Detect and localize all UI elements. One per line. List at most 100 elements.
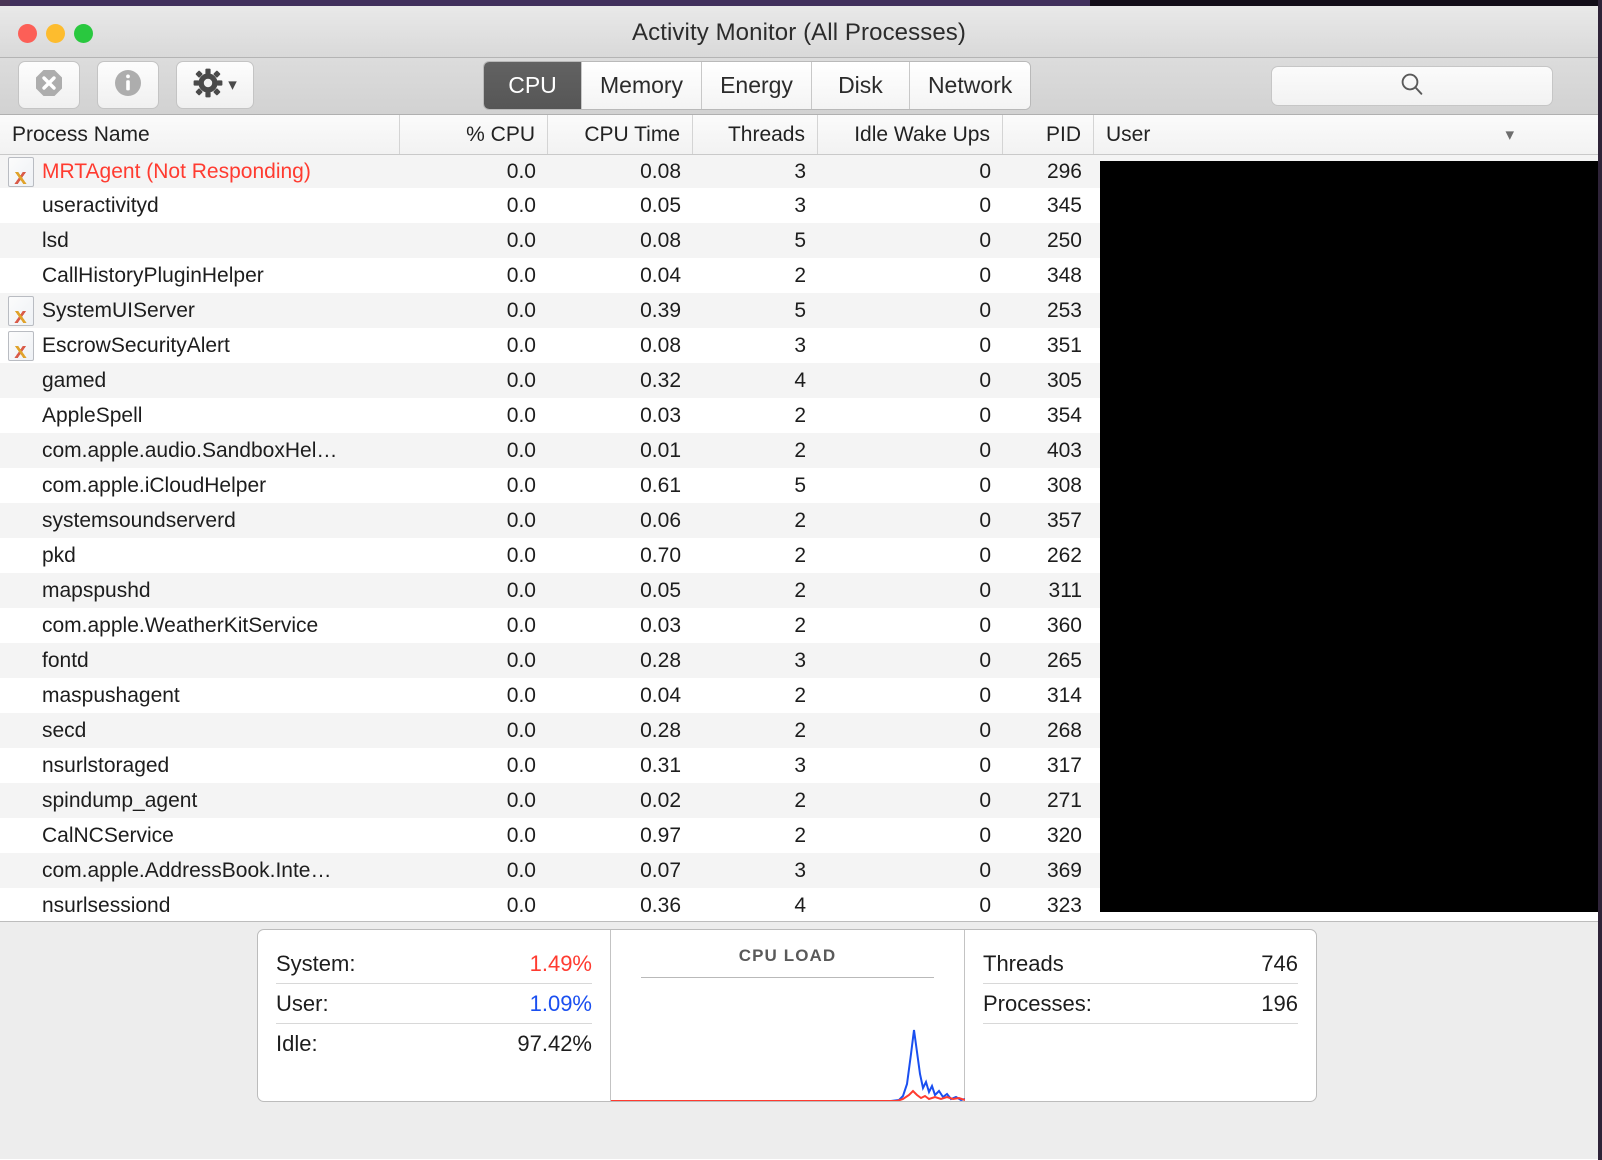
cell-cpu-percent: 0.0: [506, 613, 536, 637]
cell-threads: 5: [794, 298, 806, 322]
cell-pid: 323: [1046, 893, 1082, 917]
user-column-redaction-overlay: [1100, 161, 1598, 912]
cell-cpu-percent: 0.0: [506, 228, 536, 252]
thread-process-count-panel: Threads 746 Processes: 196: [964, 930, 1316, 1101]
cell-cpu-percent: 0.0: [506, 193, 536, 217]
column-cpu-percent[interactable]: % CPU: [400, 115, 548, 154]
cell-cpu-time: 0.01: [640, 438, 681, 462]
table-row[interactable]: com.apple.WeatherKitService 0.0 0.03 2 0 360: [0, 608, 1598, 643]
close-button[interactable]: [18, 24, 37, 43]
cell-process-name: EscrowSecurityAlert: [0, 330, 400, 361]
cell-cpu-time: 0.02: [640, 788, 681, 812]
cell-idle-wake-ups: 0: [979, 159, 991, 183]
table-row[interactable]: EscrowSecurityAlert 0.0 0.08 3 0 351: [0, 328, 1598, 363]
process-name-label: maspushagent: [42, 683, 180, 707]
cell-process-name: SystemUIServer: [0, 295, 400, 326]
cell-pid: 262: [1046, 543, 1082, 567]
cell-cpu-time: 0.61: [640, 473, 681, 497]
quit-process-button[interactable]: [18, 61, 80, 109]
table-row[interactable]: pkd 0.0 0.70 2 0 262: [0, 538, 1598, 573]
tab-energy[interactable]: Energy: [702, 62, 812, 109]
processes-label: Processes:: [983, 990, 1092, 1016]
table-row[interactable]: nsurlstoraged 0.0 0.31 3 0 317: [0, 748, 1598, 783]
cell-threads: 2: [794, 718, 806, 742]
table-row[interactable]: com.apple.iCloudHelper 0.0 0.61 5 0 308: [0, 468, 1598, 503]
process-name-label: pkd: [42, 543, 76, 567]
tab-memory[interactable]: Memory: [582, 62, 703, 109]
cell-idle-wake-ups: 0: [979, 438, 991, 462]
stat-row-system: System: 1.49%: [276, 944, 592, 984]
stop-octagon-icon: [34, 68, 64, 103]
cell-pid: 351: [1046, 333, 1082, 357]
application-icon: [8, 330, 34, 361]
cell-idle-wake-ups: 0: [979, 508, 991, 532]
table-row[interactable]: useractivityd 0.0 0.05 3 0 345: [0, 188, 1598, 223]
process-name-label: gamed: [42, 368, 107, 392]
cell-idle-wake-ups: 0: [979, 893, 991, 917]
process-table[interactable]: MRTAgent (Not Responding) 0.0 0.08 3 0 296 use…: [0, 155, 1598, 921]
column-process-name[interactable]: Process Name: [0, 115, 400, 154]
cell-threads: 3: [794, 159, 806, 183]
tab-cpu[interactable]: CPU: [484, 62, 582, 109]
table-row[interactable]: AppleSpell 0.0 0.03 2 0 354: [0, 398, 1598, 433]
table-row[interactable]: nsurlsessiond 0.0 0.36 4 0 323: [0, 888, 1598, 921]
cell-pid: 271: [1046, 788, 1082, 812]
chevron-down-icon[interactable]: ▾: [1505, 124, 1514, 144]
desktop-background-dark: [1090, 0, 1602, 9]
minimize-button[interactable]: [46, 24, 65, 43]
window-titlebar: Activity Monitor (All Processes): [0, 6, 1598, 58]
cell-process-name: gamed: [0, 369, 400, 393]
cell-cpu-time: 0.70: [640, 543, 681, 567]
zoom-button[interactable]: [74, 24, 93, 43]
cell-pid: 369: [1046, 858, 1082, 882]
cell-idle-wake-ups: 0: [979, 263, 991, 287]
column-cpu-time[interactable]: CPU Time: [548, 115, 693, 154]
cell-cpu-percent: 0.0: [506, 753, 536, 777]
column-threads[interactable]: Threads: [693, 115, 818, 154]
traffic-lights: [18, 24, 93, 43]
cell-pid: 308: [1046, 473, 1082, 497]
inspect-process-button[interactable]: [97, 61, 159, 109]
table-row[interactable]: CalNCService 0.0 0.97 2 0 320: [0, 818, 1598, 853]
column-user[interactable]: User ▾: [1094, 115, 1598, 154]
tab-disk[interactable]: Disk: [811, 62, 910, 109]
cell-cpu-percent: 0.0: [506, 683, 536, 707]
activity-monitor-window: Activity Monitor (All Processes): [0, 6, 1598, 1160]
cell-idle-wake-ups: 0: [979, 718, 991, 742]
cell-idle-wake-ups: 0: [979, 473, 991, 497]
search-input[interactable]: [1271, 66, 1553, 106]
cell-idle-wake-ups: 0: [979, 333, 991, 357]
cell-process-name: spindump_agent: [0, 789, 400, 813]
cpu-load-system-trace: [611, 1089, 965, 1101]
cell-cpu-percent: 0.0: [506, 298, 536, 322]
cell-pid: 320: [1046, 823, 1082, 847]
cell-idle-wake-ups: 0: [979, 683, 991, 707]
cell-idle-wake-ups: 0: [979, 613, 991, 637]
user-value: 1.09%: [529, 990, 592, 1016]
cell-cpu-percent: 0.0: [506, 368, 536, 392]
tab-network[interactable]: Network: [909, 62, 1031, 109]
column-pid[interactable]: PID: [1003, 115, 1094, 154]
cell-pid: 305: [1046, 368, 1082, 392]
stat-row-processes: Processes: 196: [983, 984, 1298, 1024]
process-name-label: lsd: [42, 228, 69, 252]
desktop-background-right: [1598, 0, 1602, 1160]
cell-cpu-percent: 0.0: [506, 823, 536, 847]
process-name-label: fontd: [42, 648, 89, 672]
column-idle-wake-ups[interactable]: Idle Wake Ups: [818, 115, 1003, 154]
cell-threads: 3: [794, 193, 806, 217]
cell-cpu-percent: 0.0: [506, 858, 536, 882]
table-row[interactable]: CallHistoryPluginHelper 0.0 0.04 2 0 348: [0, 258, 1598, 293]
cell-cpu-time: 0.05: [640, 193, 681, 217]
cell-cpu-time: 0.03: [640, 613, 681, 637]
cell-threads: 3: [794, 753, 806, 777]
toolbar: ▾ CPU Memory Energy Disk Network: [0, 58, 1598, 115]
process-name-label: EscrowSecurityAlert: [42, 333, 230, 357]
process-name-label: secd: [42, 718, 87, 742]
cell-cpu-percent: 0.0: [506, 333, 536, 357]
chevron-down-icon: ▾: [228, 74, 237, 94]
process-name-label: systemsoundserverd: [42, 508, 236, 532]
cell-threads: 5: [794, 228, 806, 252]
table-row[interactable]: maspushagent 0.0 0.04 2 0 314: [0, 678, 1598, 713]
view-options-button[interactable]: ▾: [176, 61, 254, 109]
